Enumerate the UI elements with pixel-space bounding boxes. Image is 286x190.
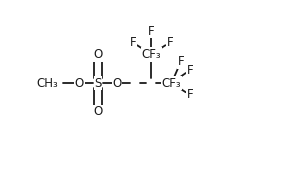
Text: CF₃: CF₃ (142, 48, 161, 61)
Text: F: F (187, 89, 193, 101)
Text: F: F (187, 64, 193, 77)
Text: CF₃: CF₃ (162, 77, 181, 89)
Text: O: O (93, 48, 102, 61)
Text: O: O (75, 77, 84, 89)
Text: S: S (94, 77, 102, 89)
Text: F: F (178, 55, 184, 68)
Text: O: O (113, 77, 122, 89)
Text: CH₃: CH₃ (36, 77, 58, 89)
Text: F: F (166, 36, 173, 49)
Text: O: O (93, 105, 102, 118)
Text: F: F (130, 36, 136, 49)
Text: F: F (148, 25, 155, 38)
